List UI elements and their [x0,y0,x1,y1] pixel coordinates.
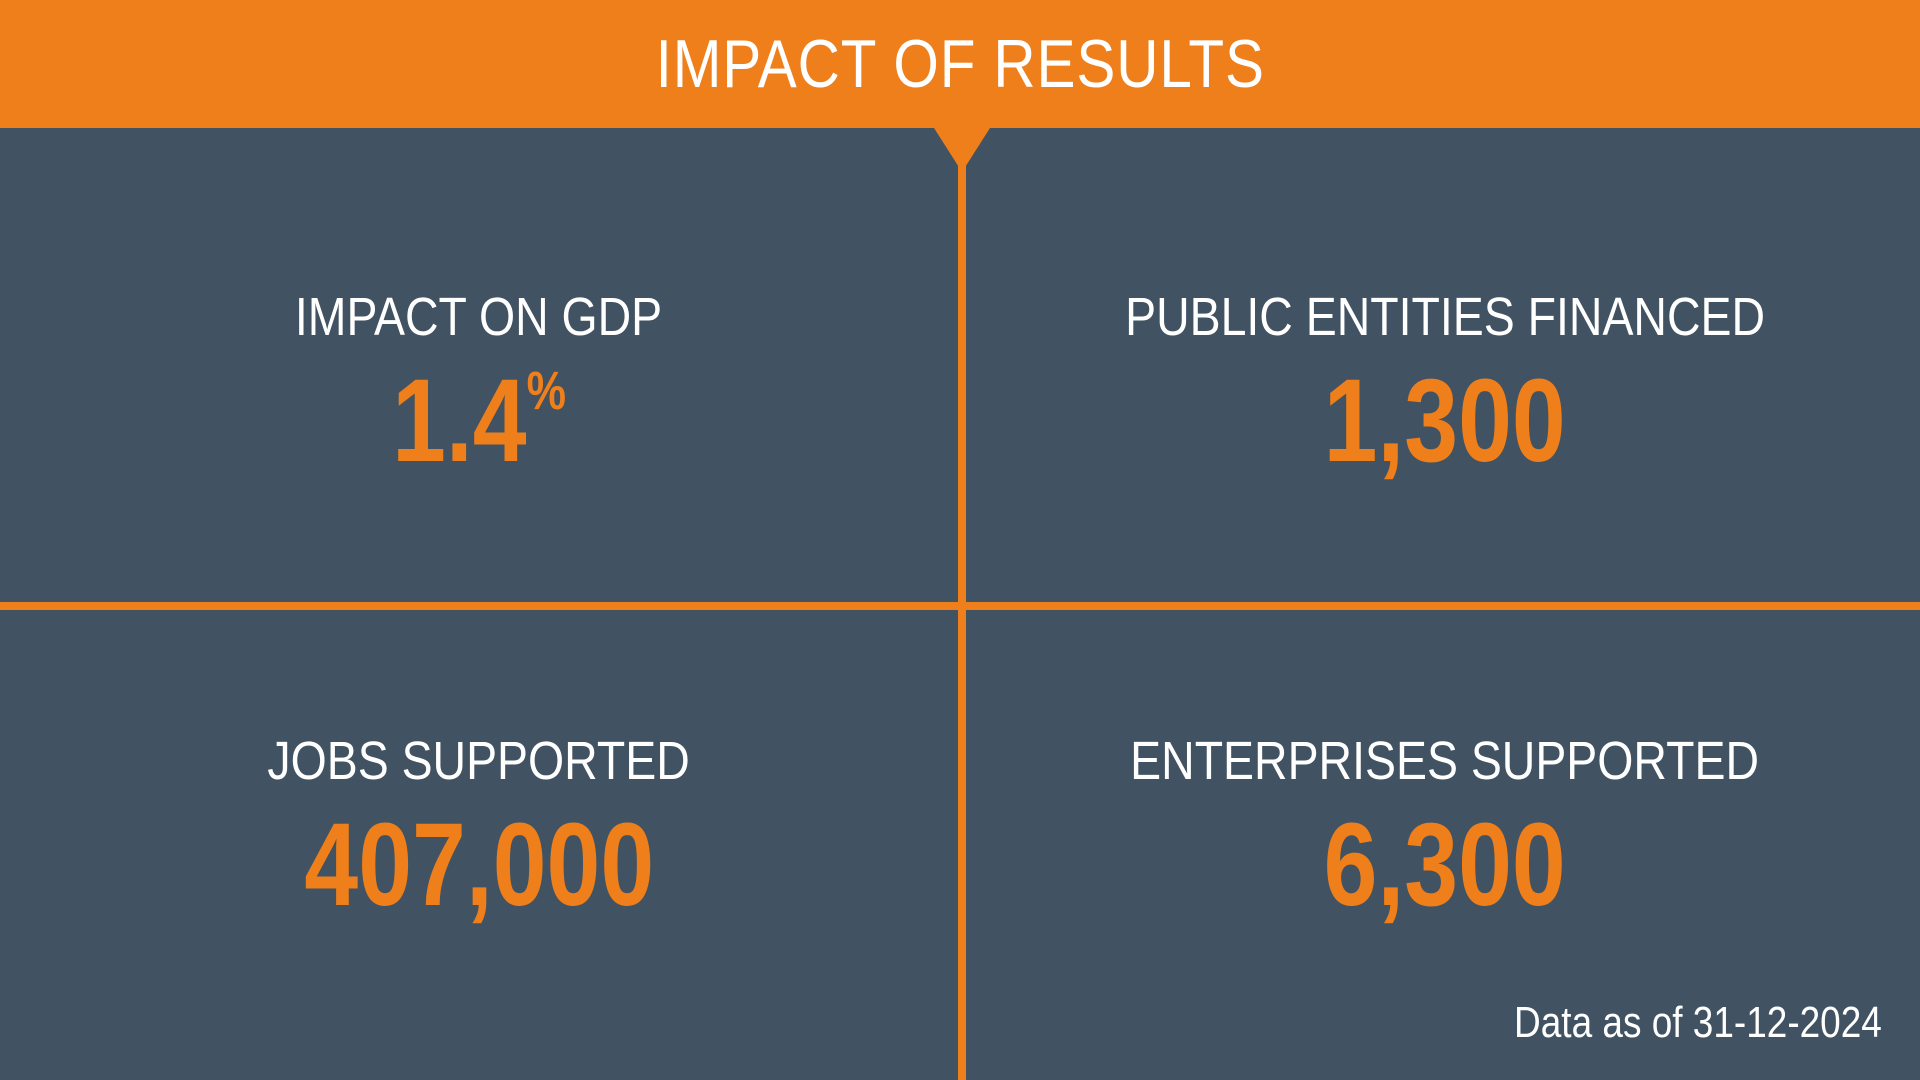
metric-label: PUBLIC ENTITIES FINANCED [1125,287,1765,347]
header-banner: IMPACT OF RESULTS [0,0,1920,128]
metric-unit: % [526,361,566,421]
metric-enterprises: ENTERPRISES SUPPORTED 6,300 [966,734,1920,924]
metric-number: 1.4 [392,355,527,487]
metric-value: 407,000 [304,799,654,931]
vertical-divider [958,160,966,1080]
metric-value: 1,300 [1323,355,1567,487]
data-date-footnote: Data as of 31-12-2024 [1514,998,1882,1047]
metric-public-entities: PUBLIC ENTITIES FINANCED 1,300 [966,290,1920,480]
metric-label: IMPACT ON GDP [295,287,663,347]
horizontal-divider [0,602,1920,610]
metric-value: 1.4% [392,362,566,480]
metric-value: 6,300 [1323,799,1567,931]
metric-label: JOBS SUPPORTED [267,731,691,791]
metric-label: ENTERPRISES SUPPORTED [1130,731,1760,791]
page-title: IMPACT OF RESULTS [655,26,1265,102]
metric-jobs: JOBS SUPPORTED 407,000 [0,734,958,924]
metric-gdp: IMPACT ON GDP 1.4% [0,290,958,480]
